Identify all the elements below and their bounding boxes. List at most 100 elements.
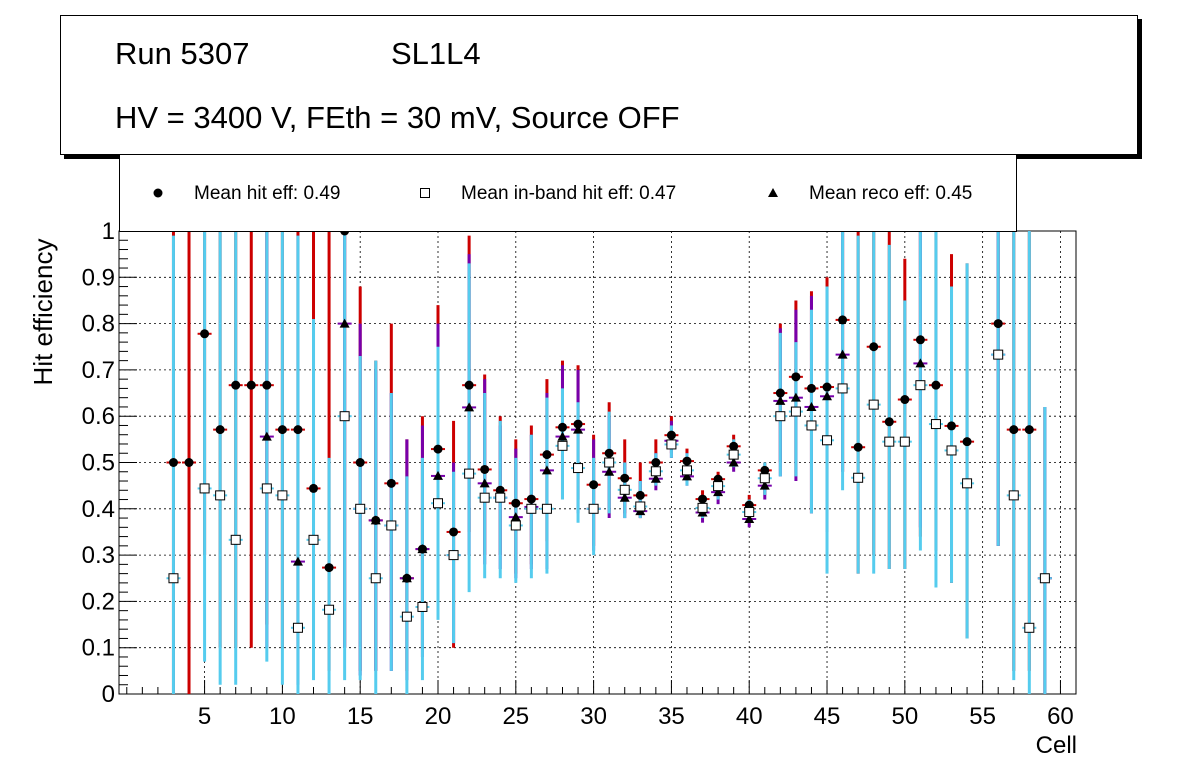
x-tick-label: 50	[891, 703, 918, 730]
hit-eff-point	[775, 388, 785, 398]
hit-eff-point	[604, 448, 614, 458]
hit-eff-point	[729, 441, 739, 451]
hit-eff-point	[682, 456, 692, 466]
inband-eff-point	[635, 501, 646, 512]
hit-eff-point	[511, 498, 521, 508]
hit-eff-point	[620, 473, 630, 483]
inband-eff-point	[806, 420, 817, 431]
y-tick-label: 0	[102, 681, 115, 708]
reco-eff-point	[339, 318, 350, 328]
inband-eff-point	[744, 507, 755, 518]
hit-eff-point	[915, 335, 925, 345]
inband-eff-point	[308, 534, 319, 545]
hit-eff-point	[838, 315, 848, 325]
run-number-label: Run 5307	[115, 36, 250, 71]
reco-eff-point	[681, 471, 692, 481]
y-axis-label: Hit efficiency	[28, 239, 58, 386]
hit-eff-point	[698, 494, 708, 504]
hit-eff-point	[526, 494, 536, 504]
inband-eff-point	[619, 484, 630, 495]
inband-eff-point	[681, 465, 692, 476]
reco-eff-point	[401, 573, 412, 583]
hit-eff-point	[542, 450, 552, 460]
x-tick-label: 55	[969, 703, 996, 730]
inband-eff-point	[339, 411, 350, 422]
reco-eff-point	[370, 515, 381, 525]
inband-eff-point	[1024, 622, 1035, 633]
reco-eff-point	[713, 487, 724, 497]
inband-eff-point	[588, 503, 599, 514]
y-tick-label: 0.6	[82, 403, 115, 430]
inband-eff-point	[713, 481, 724, 492]
y-tick-label: 0.4	[82, 496, 115, 523]
hit-eff-point	[464, 380, 474, 390]
run-info-box: Run 5307 SL1L4 HV = 3400 V, FEth = 30 mV…	[60, 15, 1138, 155]
hit-eff-point	[573, 419, 583, 429]
hit-eff-point	[635, 490, 645, 500]
reco-eff-point	[464, 402, 475, 412]
hit-eff-point	[900, 395, 910, 405]
x-tick-label: 30	[580, 703, 607, 730]
inband-eff-point	[355, 503, 366, 514]
inband-eff-point	[930, 419, 941, 430]
inband-eff-point	[853, 472, 864, 483]
reco-eff-point	[292, 556, 303, 566]
hit-eff-point	[869, 342, 879, 352]
inband-eff-point	[573, 463, 584, 474]
legend-hit-label: Mean hit eff: 0.49	[194, 183, 341, 204]
x-tick-label: 20	[425, 703, 452, 730]
hit-eff-point	[962, 437, 972, 447]
hit-eff-point	[1009, 425, 1019, 435]
x-tick-label: 5	[198, 703, 211, 730]
hit-eff-point	[324, 563, 334, 573]
reco-eff-point	[479, 478, 490, 488]
reco-eff-point	[915, 358, 926, 368]
inband-eff-point	[464, 468, 475, 479]
x-tick-label: 35	[658, 703, 685, 730]
inband-eff-point	[790, 406, 801, 417]
hit-eff-point	[791, 372, 801, 382]
grid-lines	[119, 230, 1076, 695]
reco-eff-point	[261, 431, 272, 441]
hit-eff-point	[246, 380, 256, 390]
legend: Mean hit eff: 0.49 Mean in-band hit eff:…	[119, 155, 1017, 232]
inband-eff-point	[199, 483, 210, 494]
reco-eff-point	[541, 465, 552, 475]
reco-eff-point	[759, 480, 770, 490]
hit-eff-point	[993, 319, 1003, 329]
reco-eff-point	[790, 392, 801, 402]
legend-reco-label: Mean reco eff: 0.45	[809, 183, 973, 204]
inband-eff-point	[822, 435, 833, 446]
x-tick-label: 25	[502, 703, 529, 730]
hit-eff-point	[184, 458, 194, 467]
reco-eff-point	[837, 349, 848, 359]
y-tick-label: 1	[102, 218, 115, 245]
inband-eff-point	[386, 520, 397, 531]
inband-eff-point	[899, 436, 910, 447]
inband-eff-point	[168, 573, 179, 584]
legend-triangle-marker-icon	[768, 188, 778, 197]
x-tick-label: 45	[814, 703, 841, 730]
reco-eff-point	[728, 457, 739, 467]
reco-eff-point	[775, 395, 786, 405]
y-tick-label: 0.2	[82, 588, 115, 615]
legend-inband-label: Mean in-band hit eff: 0.47	[461, 183, 677, 204]
hit-eff-point	[386, 478, 396, 488]
inband-eff-point	[650, 466, 661, 477]
hit-eff-point	[355, 458, 365, 467]
inband-eff-point	[417, 601, 428, 612]
reco-eff-point	[510, 512, 521, 522]
x-tick-label: 60	[1047, 703, 1074, 730]
reco-eff-point	[417, 544, 428, 554]
hit-eff-point	[760, 465, 770, 475]
x-tick-label: 10	[269, 703, 296, 730]
legend-circle-marker-icon	[153, 188, 163, 198]
hit-eff-point	[309, 483, 319, 493]
inband-eff-point	[292, 622, 303, 633]
inband-eff-point	[401, 611, 412, 622]
hit-eff-point	[931, 380, 941, 390]
inband-eff-point	[666, 439, 677, 450]
inband-eff-point	[433, 498, 443, 509]
reco-eff-point	[619, 492, 630, 502]
